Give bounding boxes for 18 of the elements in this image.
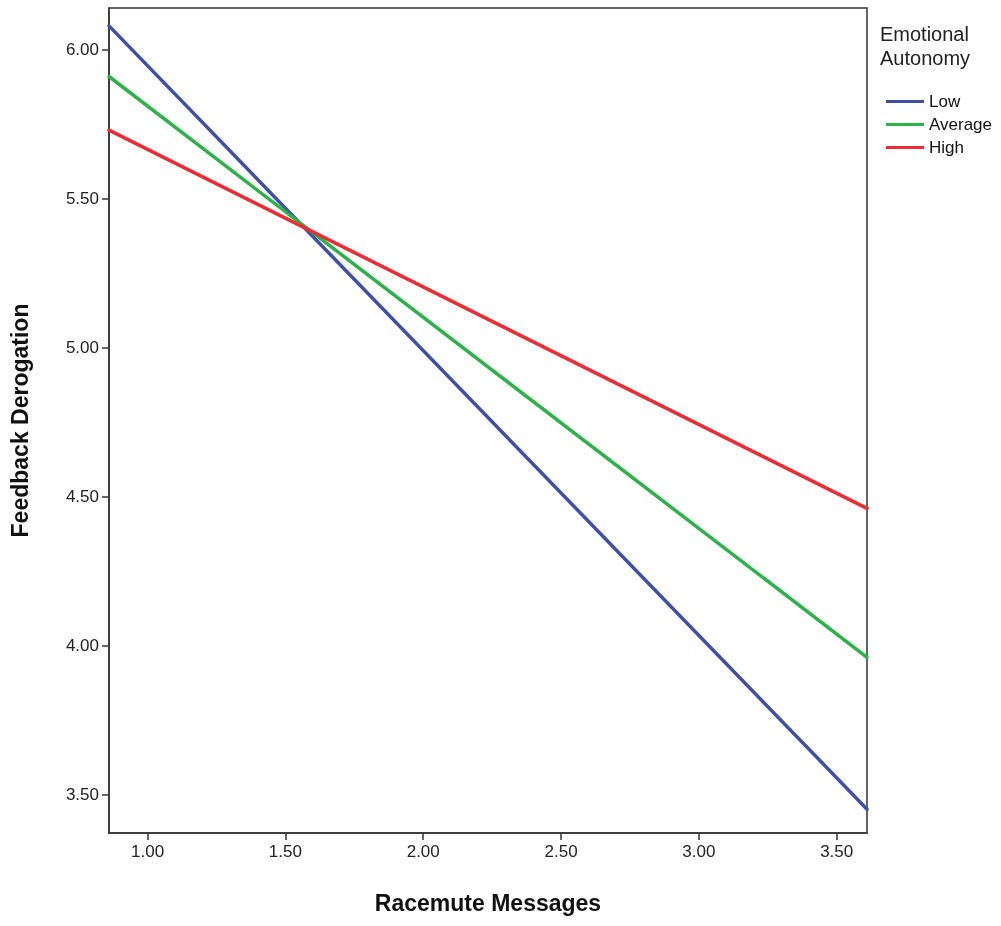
x-tick-label: 1.50 (268, 842, 302, 861)
x-tick-label: 2.00 (406, 842, 440, 861)
y-tick-label: 5.50 (65, 189, 99, 209)
x-tick-label: 1.00 (131, 842, 165, 861)
legend-label: Low (928, 92, 961, 111)
y-tick-label: 3.50 (65, 784, 99, 804)
legend-title: Emotional Autonomy (880, 23, 971, 69)
y-tick-label: 5.00 (65, 338, 99, 358)
y-tick-label: 4.00 (65, 635, 99, 655)
legend-label: High (928, 138, 964, 157)
x-tick-label: 2.50 (544, 842, 578, 861)
y-axis-title: Feedback Derogation (6, 303, 33, 538)
x-axis-title: Racemute Messages (374, 889, 602, 916)
x-tick-label: 3.00 (682, 842, 716, 861)
x-tick-label: 3.50 (820, 842, 854, 861)
legend-label: Average (928, 115, 992, 134)
y-tick-label: 6.00 (65, 40, 99, 60)
y-tick-label: 4.50 (65, 486, 99, 506)
